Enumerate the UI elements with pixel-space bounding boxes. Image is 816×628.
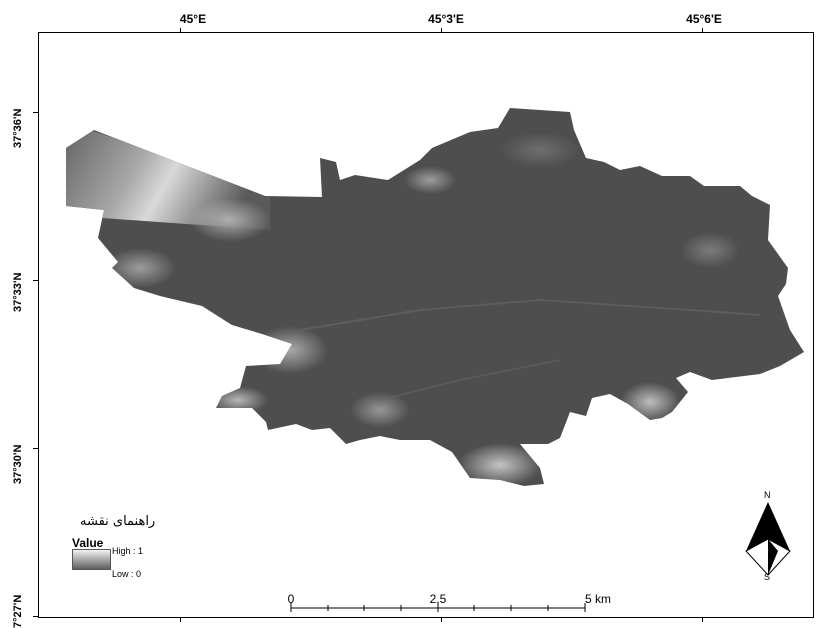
longitude-label-45-6e: 45°6'E	[686, 12, 722, 26]
scale-label-2-5: 2.5	[429, 592, 447, 606]
longitude-tick	[441, 28, 442, 33]
latitude-tick	[33, 280, 38, 281]
high-value-patch	[404, 166, 456, 194]
road-feature	[379, 359, 561, 401]
longitude-label-45e: 45°E	[179, 12, 207, 26]
longitude-label-45-3e: 45°3'E	[428, 12, 464, 26]
longitude-tick	[180, 28, 181, 33]
scale-label-5km: 5 km	[584, 592, 612, 606]
city-raster	[66, 108, 804, 486]
legend-color-ramp	[72, 549, 111, 570]
high-value-patch	[350, 392, 410, 428]
high-value-patch	[104, 248, 176, 288]
latitude-tick	[33, 112, 38, 113]
latitude-tick	[33, 448, 38, 449]
high-value-patch	[680, 232, 740, 268]
legend-high-label: High : 1	[112, 546, 144, 556]
high-value-patch	[458, 443, 542, 486]
scale-bar	[290, 603, 586, 612]
high-value-patch	[208, 386, 268, 414]
legend-low-label: Low : 0	[112, 569, 142, 579]
legend-value-label: Value	[72, 536, 104, 550]
north-label: N	[764, 490, 771, 500]
high-value-patch	[620, 382, 680, 422]
longitude-tick	[441, 617, 442, 622]
scale-label-0: 0	[287, 592, 295, 606]
road-feature	[299, 298, 761, 331]
north-arrow-icon	[745, 502, 791, 576]
high-value-patch	[500, 132, 580, 168]
high-value-patch	[190, 198, 270, 242]
latitude-tick	[33, 616, 38, 617]
longitude-tick	[702, 617, 703, 622]
south-label: S	[764, 572, 771, 582]
legend-title: راهنمای نقشه	[80, 514, 156, 529]
longitude-tick	[180, 617, 181, 622]
high-value-patch	[252, 326, 328, 374]
longitude-tick	[702, 28, 703, 33]
